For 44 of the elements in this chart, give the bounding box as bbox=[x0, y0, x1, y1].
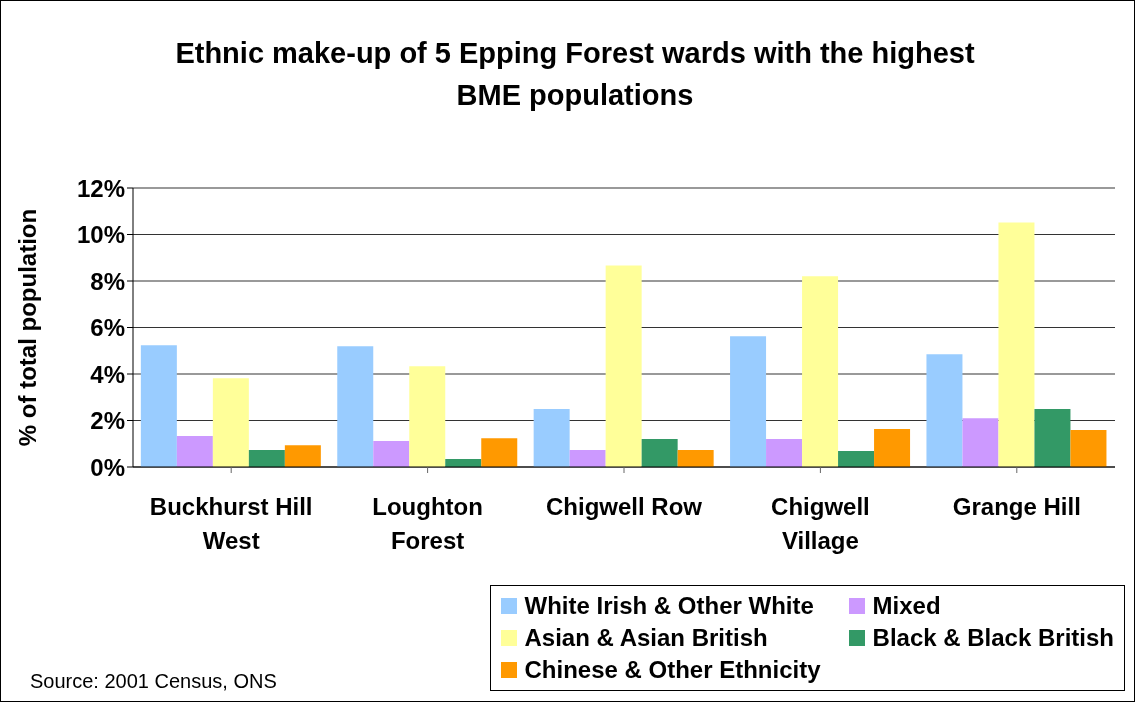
bar bbox=[1034, 409, 1071, 467]
x-tick-label: Chigwell Village bbox=[771, 493, 870, 554]
legend-label: Asian & Asian British bbox=[524, 624, 768, 652]
bar bbox=[409, 366, 446, 467]
bar bbox=[569, 450, 606, 467]
bar bbox=[677, 450, 714, 467]
y-tick-label: 6% bbox=[90, 314, 125, 342]
bar bbox=[248, 450, 285, 467]
bar bbox=[838, 450, 875, 467]
source-note: Source: 2001 Census, ONS bbox=[30, 670, 277, 693]
x-tick-label: Loughton Forest bbox=[372, 493, 483, 554]
y-tick-label: 10% bbox=[76, 221, 125, 249]
y-tick-label: 8% bbox=[90, 267, 125, 295]
y-tick-label: 2% bbox=[90, 407, 125, 435]
bar bbox=[998, 222, 1035, 467]
bar bbox=[337, 346, 374, 467]
y-tick-label: 12% bbox=[76, 174, 125, 202]
legend-label: Chinese & Other Ethnicity bbox=[524, 656, 821, 684]
bar bbox=[140, 345, 177, 467]
legend-label: Mixed bbox=[872, 592, 941, 620]
bar bbox=[1070, 430, 1107, 467]
bar bbox=[481, 438, 518, 467]
bar bbox=[212, 378, 249, 467]
bar bbox=[284, 445, 321, 467]
y-axis-title: % of total population bbox=[13, 208, 41, 447]
bar bbox=[605, 265, 642, 467]
legend-label: White Irish & Other White bbox=[524, 592, 814, 620]
legend-label: Black & Black British bbox=[872, 624, 1114, 652]
bar bbox=[766, 439, 803, 467]
bar bbox=[533, 409, 570, 467]
y-tick-label: 0% bbox=[90, 453, 125, 481]
bar bbox=[176, 436, 213, 467]
bar bbox=[730, 336, 767, 467]
bar bbox=[962, 418, 999, 467]
bar bbox=[373, 440, 410, 467]
y-tick-label: 4% bbox=[90, 360, 125, 388]
x-tick-label: Chigwell Row bbox=[546, 493, 703, 520]
x-tick-label: Buckhurst Hill West bbox=[149, 493, 313, 554]
chart-title: Ethnic make-up of 5 Epping Forest wards with the highest BME populations bbox=[174, 36, 976, 113]
x-tick-label: Grange Hill bbox=[952, 493, 1081, 520]
bar bbox=[874, 429, 911, 467]
bar bbox=[641, 439, 678, 467]
bar bbox=[926, 354, 963, 467]
bar bbox=[802, 276, 839, 467]
